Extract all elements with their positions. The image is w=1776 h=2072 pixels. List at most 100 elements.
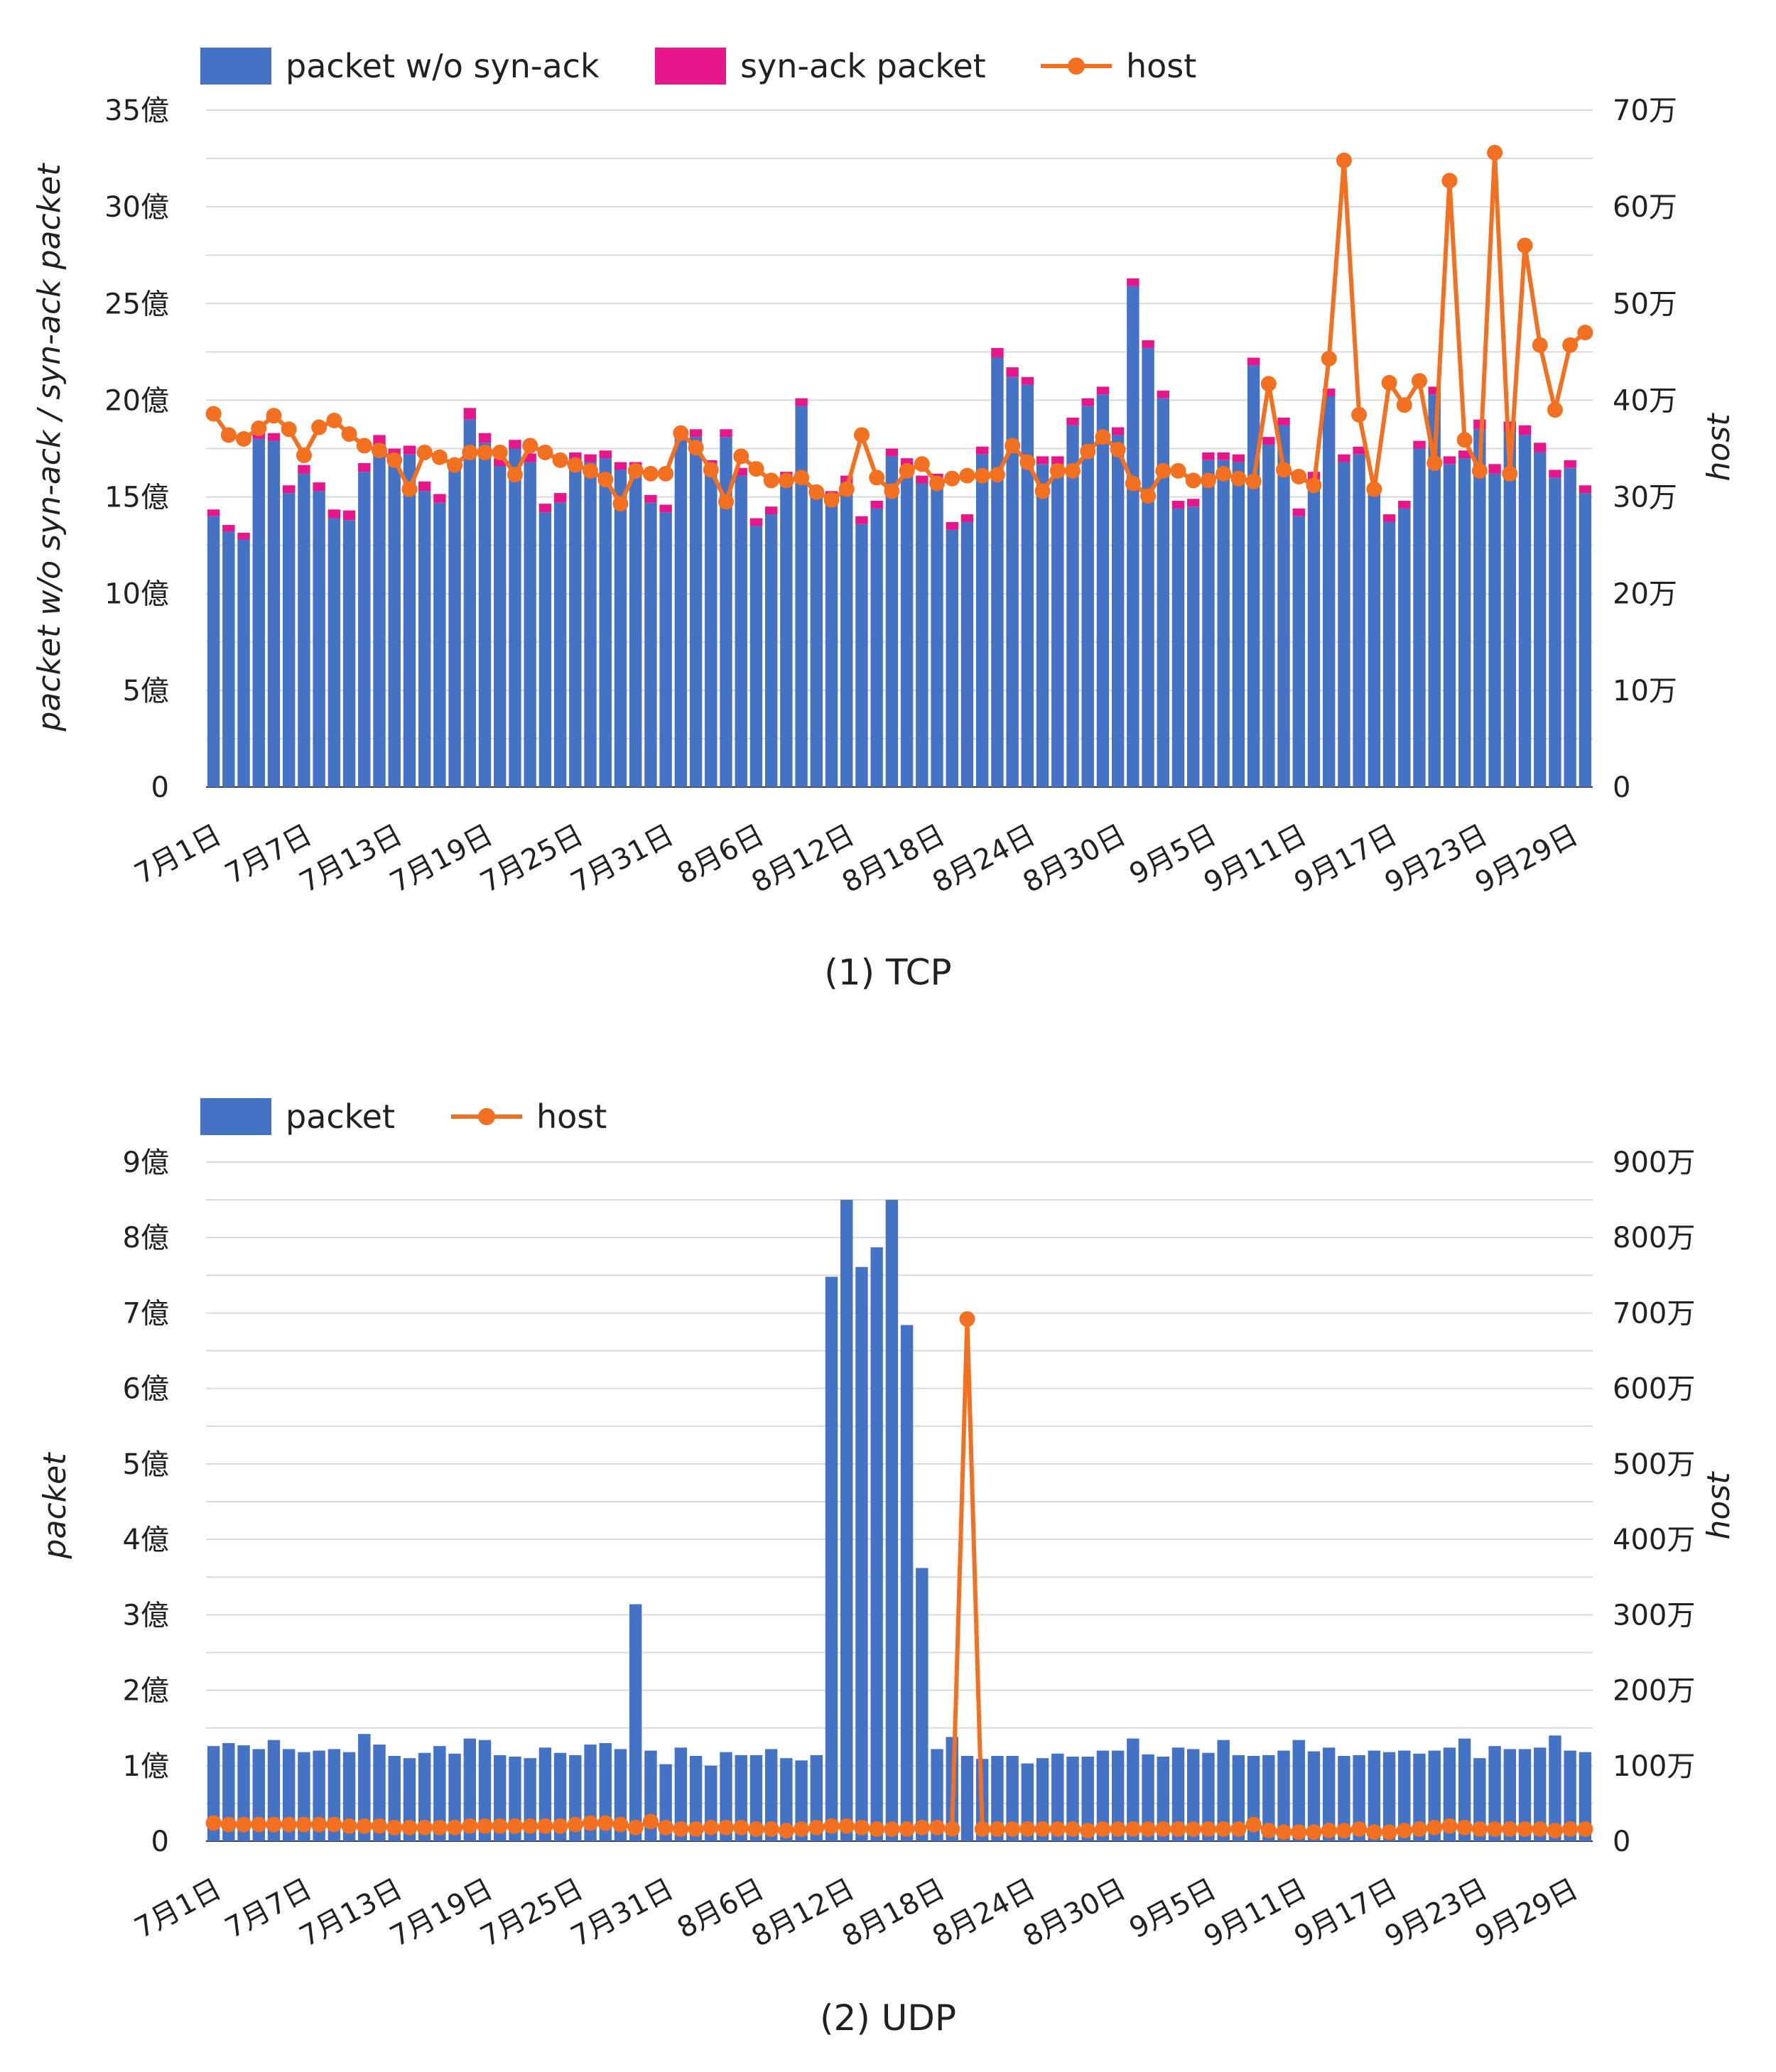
host-point bbox=[1155, 462, 1171, 479]
y-tick-label: 0 bbox=[151, 1826, 169, 1858]
bar-packet-w-o-syn-ack bbox=[584, 462, 597, 787]
bar-segment-syn-ack-packet bbox=[749, 518, 763, 526]
host-point bbox=[1019, 454, 1036, 470]
host-point bbox=[838, 1818, 855, 1834]
bar-segment-syn-ack-packet bbox=[1157, 390, 1170, 398]
bar-segment-syn-ack-packet bbox=[569, 452, 582, 460]
bar-segment-syn-ack-packet bbox=[494, 458, 507, 467]
host-point bbox=[808, 484, 825, 500]
udp-gridlines bbox=[206, 1161, 1593, 1842]
y-tick-label: 35億 bbox=[104, 94, 169, 127]
host-point bbox=[597, 1815, 614, 1831]
bar-packet-w-o-syn-ack bbox=[313, 491, 325, 787]
host-point bbox=[1034, 1821, 1051, 1838]
y2-tick-label: 0 bbox=[1613, 771, 1630, 804]
x-tick-label: 7月31日 bbox=[565, 818, 679, 899]
bar-segment-syn-ack-packet bbox=[1534, 443, 1547, 452]
tcp-x-axis-ticks: 7月1日7月7日7月13日7月19日7月25日7月31日8月6日8月12日8月1… bbox=[129, 818, 1583, 899]
bar-packet-w-o-syn-ack bbox=[1353, 454, 1365, 787]
host-point bbox=[431, 1819, 448, 1835]
host-point bbox=[1080, 1823, 1096, 1839]
bar-segment-syn-ack-packet bbox=[1217, 452, 1230, 460]
host-point bbox=[251, 420, 267, 436]
bar-packet-w-o-syn-ack bbox=[1428, 394, 1441, 787]
host-point bbox=[1276, 462, 1292, 478]
bar-packet-w-o-syn-ack bbox=[1549, 477, 1561, 787]
x-tick-label: 8月18日 bbox=[837, 1872, 951, 1953]
udp-y-axis-title: packet bbox=[37, 1452, 73, 1560]
host-point bbox=[1276, 1824, 1292, 1840]
host-point bbox=[447, 1819, 463, 1835]
host-point bbox=[673, 1821, 689, 1838]
bar-segment-syn-ack-packet bbox=[599, 450, 612, 459]
udp-left-axis-ticks: 0 1億 2億 3億 4億 5億 6億 7億 8億 9億 bbox=[123, 1146, 169, 1858]
host-point bbox=[1321, 1823, 1337, 1839]
y-tick-label: 25億 bbox=[104, 288, 169, 320]
host-point bbox=[1080, 443, 1096, 460]
bar-segment-syn-ack-packet bbox=[267, 433, 281, 441]
bar-packet-w-o-syn-ack bbox=[222, 531, 235, 787]
host-point bbox=[281, 1816, 297, 1833]
bar-segment-syn-ack-packet bbox=[1036, 456, 1049, 465]
host-point bbox=[507, 1818, 523, 1834]
host-point bbox=[1547, 1823, 1563, 1839]
host-point bbox=[477, 1818, 493, 1834]
host-point bbox=[959, 1311, 975, 1327]
bar-segment-syn-ack-packet bbox=[795, 398, 808, 406]
host-point bbox=[763, 1821, 779, 1838]
host-point bbox=[1412, 373, 1427, 389]
host-point bbox=[748, 461, 764, 477]
bar-packet bbox=[855, 1266, 868, 1841]
host-point bbox=[401, 481, 418, 497]
bar-packet bbox=[780, 1758, 793, 1841]
bar-packet-w-o-syn-ack bbox=[674, 438, 688, 787]
host-point bbox=[1547, 402, 1563, 418]
host-point bbox=[748, 1821, 764, 1838]
legend-label: host bbox=[1126, 47, 1196, 85]
bar-packet-w-o-syn-ack bbox=[1111, 435, 1125, 787]
bar-packet-w-o-syn-ack bbox=[1473, 429, 1486, 787]
host-point bbox=[1532, 337, 1548, 353]
bar-packet-w-o-syn-ack bbox=[689, 437, 703, 787]
bar-packet bbox=[1081, 1757, 1094, 1841]
host-point bbox=[733, 1819, 749, 1835]
bar-packet-w-o-syn-ack bbox=[1368, 494, 1381, 787]
x-tick-label: 7月13日 bbox=[294, 1872, 408, 1953]
y-tick-label: 5億 bbox=[123, 1448, 169, 1481]
host-point bbox=[794, 470, 810, 486]
bar-packet-w-o-syn-ack bbox=[448, 467, 461, 787]
bar-packet-w-o-syn-ack bbox=[991, 357, 1004, 787]
x-tick-label: 8月24日 bbox=[927, 1872, 1041, 1953]
y2-tick-label: 700万 bbox=[1613, 1297, 1695, 1330]
bar-packet-w-o-syn-ack bbox=[795, 406, 808, 787]
host-point bbox=[597, 472, 614, 488]
bar-packet-w-o-syn-ack bbox=[509, 448, 521, 787]
host-point bbox=[1065, 462, 1081, 479]
bar-segment-syn-ack-packet bbox=[1488, 464, 1501, 474]
bar-packet bbox=[1277, 1750, 1290, 1841]
host-point bbox=[703, 462, 719, 478]
y2-tick-label: 50万 bbox=[1613, 288, 1677, 320]
bar-packet bbox=[1579, 1752, 1592, 1841]
bar-packet-w-o-syn-ack bbox=[1187, 506, 1200, 787]
bar-segment-syn-ack-packet bbox=[1051, 456, 1064, 465]
x-tick-label: 9月29日 bbox=[1470, 818, 1583, 899]
bar-packet-w-o-syn-ack bbox=[1232, 462, 1245, 787]
bar-segment-syn-ack-packet bbox=[538, 504, 552, 513]
host-point bbox=[899, 462, 915, 479]
udp-host-line bbox=[205, 1311, 1593, 1840]
udp-right-axis-ticks: 0 100万 200万 300万 400万 500万 600万 700万 800万 900万 bbox=[1613, 1146, 1695, 1858]
bar-segment-syn-ack-packet bbox=[1127, 278, 1139, 286]
host-point bbox=[462, 1818, 478, 1834]
bar-segment-syn-ack-packet bbox=[1353, 446, 1365, 455]
host-point bbox=[1200, 1821, 1216, 1838]
y2-tick-label: 60万 bbox=[1613, 191, 1677, 224]
host-point bbox=[341, 426, 357, 443]
bar-segment-syn-ack-packet bbox=[735, 467, 747, 476]
bar-segment-syn-ack-packet bbox=[327, 509, 341, 519]
bar-packet-w-o-syn-ack bbox=[267, 440, 281, 787]
x-tick-label: 9月23日 bbox=[1380, 1872, 1493, 1953]
host-point bbox=[658, 465, 674, 482]
host-point bbox=[1487, 1821, 1503, 1838]
tcp-caption: (1) TCP bbox=[824, 952, 951, 993]
